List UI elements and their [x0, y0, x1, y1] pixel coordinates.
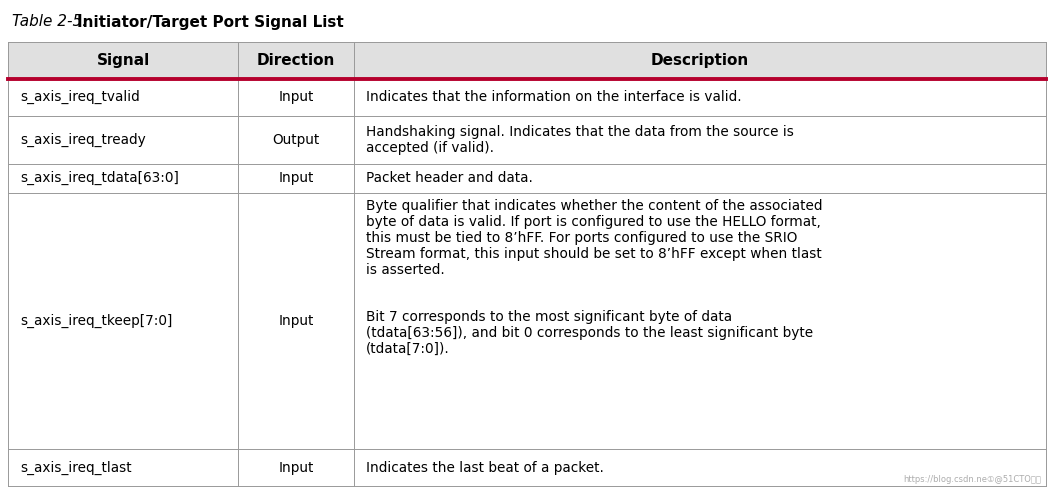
Text: https://blog.csdn.ne①@51CTO博客: https://blog.csdn.ne①@51CTO博客	[903, 475, 1041, 484]
Text: Packet header and data.: Packet header and data.	[366, 171, 532, 185]
Text: Indicates the last beat of a packet.: Indicates the last beat of a packet.	[366, 461, 604, 475]
Bar	[8, 42, 1046, 79]
Text: Handshaking signal. Indicates that the data from the source is
accepted (if vali: Handshaking signal. Indicates that the d…	[366, 124, 794, 155]
Text: Bit 7 corresponds to the most significant byte of data
(tdata[63:56]), and bit 0: Bit 7 corresponds to the most significan…	[366, 309, 813, 356]
Text: Description: Description	[650, 53, 749, 68]
Text: s_axis_ireq_tkeep[7:0]: s_axis_ireq_tkeep[7:0]	[20, 314, 173, 328]
Text: Table 2-5:: Table 2-5:	[12, 14, 87, 30]
Text: Direction: Direction	[257, 53, 335, 68]
Text: s_axis_ireq_tvalid: s_axis_ireq_tvalid	[20, 90, 140, 104]
Text: Input: Input	[278, 314, 314, 328]
Text: Indicates that the information on the interface is valid.: Indicates that the information on the in…	[366, 90, 741, 104]
Text: Output: Output	[272, 133, 319, 147]
Text: s_axis_ireq_tlast: s_axis_ireq_tlast	[20, 461, 132, 475]
Text: s_axis_ireq_tready: s_axis_ireq_tready	[20, 133, 145, 147]
Text: s_axis_ireq_tdata[63:0]: s_axis_ireq_tdata[63:0]	[20, 171, 179, 185]
Text: Byte qualifier that indicates whether the content of the associated
byte of data: Byte qualifier that indicates whether th…	[366, 198, 822, 277]
Text: Input: Input	[278, 90, 314, 104]
Text: Input: Input	[278, 171, 314, 185]
Text: Initiator/Target Port Signal List: Initiator/Target Port Signal List	[77, 14, 344, 30]
Text: Signal: Signal	[97, 53, 150, 68]
Text: Input: Input	[278, 461, 314, 475]
